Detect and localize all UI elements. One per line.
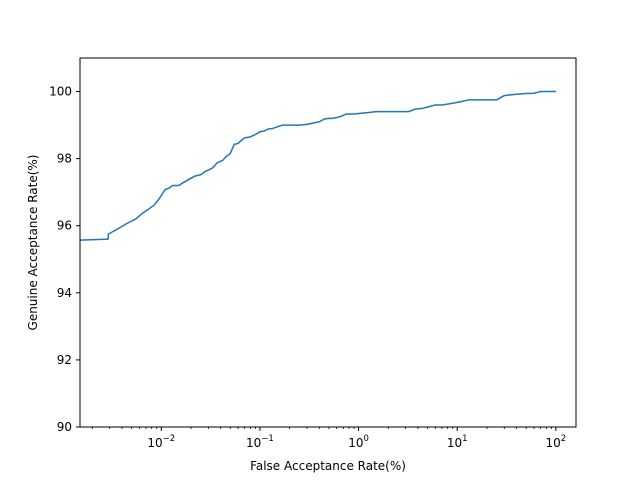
series-line-0 — [79, 90, 556, 241]
y-tick-label: 100 — [49, 85, 72, 99]
y-axis: 90 92 94 96 98 100 — [49, 85, 80, 434]
x-tick-label: 101 — [447, 434, 468, 450]
y-tick-label: 94 — [57, 286, 72, 300]
y-tick-label: 98 — [57, 152, 72, 166]
y-tick-label: 96 — [57, 219, 72, 233]
x-axis-label: False Acceptance Rate(%) — [250, 459, 406, 473]
y-tick-label: 90 — [57, 420, 72, 434]
x-tick-label: 102 — [546, 434, 567, 450]
y-axis-label: Genuine Acceptance Rate(%) — [26, 155, 40, 331]
plot-area — [79, 90, 556, 241]
x-tick-label: 10−1 — [246, 434, 274, 450]
x-axis: 10−2 10−1 100 101 102 — [91, 427, 567, 450]
plot-frame — [79, 57, 577, 428]
x-tick-label: 10−2 — [147, 434, 175, 450]
x-tick-label: 100 — [348, 434, 369, 450]
y-tick-label: 92 — [57, 353, 72, 367]
